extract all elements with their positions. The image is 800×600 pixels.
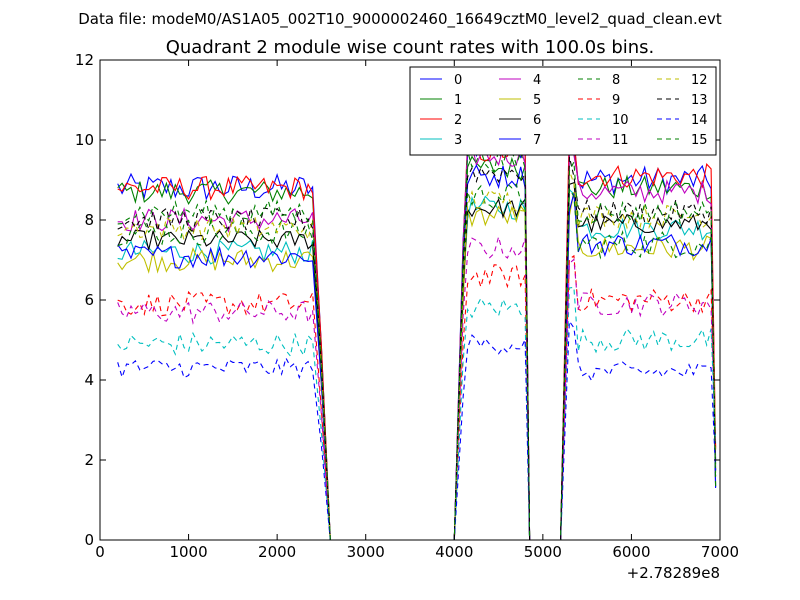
legend-label-4: 4 [533, 73, 541, 88]
series-line-1 [117, 152, 717, 541]
series-line-15 [117, 147, 717, 541]
series-line-7 [117, 164, 717, 541]
legend-label-15: 15 [691, 133, 708, 148]
series-line-9 [117, 254, 717, 541]
legend-label-8: 8 [612, 73, 620, 88]
chart-title: Quadrant 2 module wise count rates with … [166, 37, 655, 58]
x-tick-label: 5000 [524, 543, 562, 561]
legend-label-14: 14 [691, 113, 708, 128]
legend-label-5: 5 [533, 93, 541, 108]
x-tick-label: 3000 [347, 543, 385, 561]
series-line-14 [117, 319, 717, 541]
y-tick-label: 10 [75, 131, 94, 149]
legend-label-7: 7 [533, 133, 541, 148]
x-tick-label: 0 [95, 543, 105, 561]
legend-label-3: 3 [454, 133, 462, 148]
y-tick-label: 2 [84, 451, 94, 469]
chart-suptitle: Data file: modeM0/AS1A05_002T10_90000024… [78, 10, 722, 29]
legend-label-6: 6 [533, 113, 541, 128]
x-tick-label: 1000 [169, 543, 207, 561]
x-tick-label: 6000 [612, 543, 650, 561]
plot-lines [117, 124, 717, 541]
series-line-4 [117, 144, 717, 541]
series-line-13 [117, 156, 717, 541]
legend-label-0: 0 [454, 73, 462, 88]
y-tick-label: 4 [84, 371, 94, 389]
series-line-12 [117, 170, 717, 541]
series-line-0 [117, 129, 717, 541]
legend-label-2: 2 [454, 113, 462, 128]
legend-label-12: 12 [691, 73, 708, 88]
x-tick-label: 7000 [701, 543, 739, 561]
legend-label-10: 10 [612, 113, 629, 128]
series-line-6 [117, 181, 717, 541]
y-tick-label: 0 [84, 531, 94, 549]
series-line-5 [117, 191, 717, 541]
legend-box [409, 66, 717, 156]
series-line-8 [117, 182, 717, 541]
series-line-11 [117, 234, 717, 541]
x-tick-label: 2000 [258, 543, 296, 561]
legend-label-1: 1 [454, 93, 462, 108]
legend-label-11: 11 [612, 133, 629, 148]
y-tick-label: 12 [75, 51, 94, 69]
y-tick-label: 6 [84, 291, 94, 309]
series-line-10 [117, 286, 717, 541]
legend-label-9: 9 [612, 93, 620, 108]
x-offset-label: +2.78289e8 [627, 564, 720, 582]
x-tick-label: 4000 [435, 543, 473, 561]
legend-label-13: 13 [691, 93, 708, 108]
y-tick-label: 8 [84, 211, 94, 229]
